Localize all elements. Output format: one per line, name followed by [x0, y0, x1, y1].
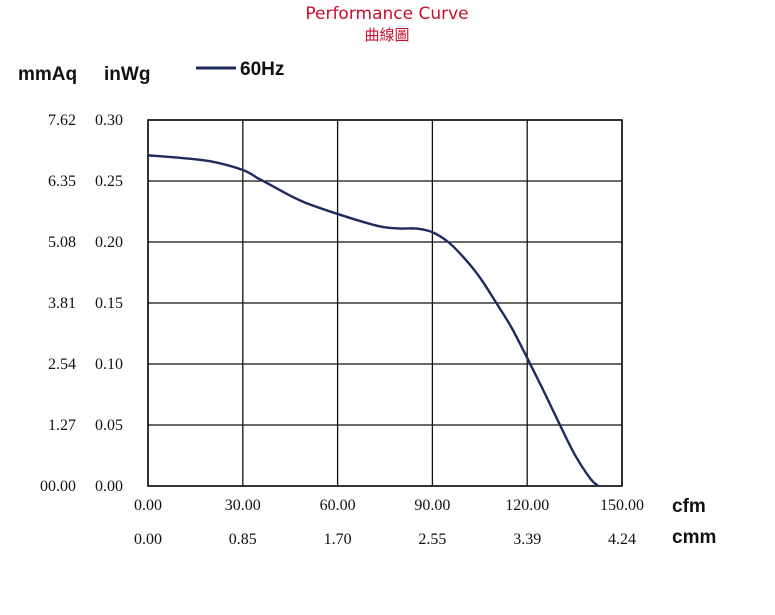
series-line-60hz [148, 155, 598, 486]
y-tick-label-inwg: 0.00 [95, 478, 123, 495]
y-tick-label-mmaq: 6.35 [48, 173, 76, 190]
y-tick-label-mmaq: 00.00 [40, 478, 76, 495]
chart-legend: 60Hz [196, 59, 284, 80]
x-tick-label-cfm: 150.00 [600, 497, 644, 514]
x-tick-label-cmm: 0.00 [134, 531, 162, 548]
x-tick-label-cfm: 0.00 [134, 497, 162, 514]
x-tick-label-cmm: 4.24 [608, 531, 636, 548]
y-unit-inwg: inWg [104, 64, 150, 85]
y-tick-label-inwg: 0.20 [95, 234, 123, 251]
y-tick-label-inwg: 0.10 [95, 356, 123, 373]
x-tick-label-cfm: 90.00 [414, 497, 450, 514]
legend-label-60hz: 60Hz [240, 59, 284, 80]
y-tick-label-mmaq: 2.54 [48, 356, 76, 373]
x-tick-label-cfm: 120.00 [505, 497, 549, 514]
y-axis-inwg-ticks: 0.30 0.25 0.20 0.15 0.10 0.05 0.00 [95, 112, 123, 495]
y-unit-mmaq: mmAq [18, 64, 77, 85]
x-axis-cmm-ticks: 0.00 0.85 1.70 2.55 3.39 4.24 [134, 531, 636, 548]
y-tick-label-mmaq: 5.08 [48, 234, 76, 251]
chart-title: Performance Curve [305, 4, 468, 24]
y-axis-mmaq-ticks: 7.62 6.35 5.08 3.81 2.54 1.27 00.00 [40, 112, 76, 495]
y-tick-label-inwg: 0.30 [95, 112, 123, 129]
chart-grid [148, 120, 622, 486]
x-unit-cmm: cmm [672, 527, 716, 548]
x-tick-label-cmm: 1.70 [324, 531, 352, 548]
y-tick-label-inwg: 0.15 [95, 295, 123, 312]
x-tick-label-cfm: 60.00 [320, 497, 356, 514]
x-unit-cfm: cfm [672, 496, 706, 517]
x-axis-cfm-ticks: 0.00 30.00 60.00 90.00 120.00 150.00 [134, 497, 644, 514]
y-tick-label-inwg: 0.05 [95, 417, 123, 434]
x-tick-label-cfm: 30.00 [225, 497, 261, 514]
y-tick-label-mmaq: 3.81 [48, 295, 76, 312]
x-tick-label-cmm: 0.85 [229, 531, 257, 548]
x-tick-label-cmm: 2.55 [418, 531, 446, 548]
chart-subtitle: 曲線圖 [364, 26, 409, 44]
y-tick-label-mmaq: 1.27 [48, 417, 76, 434]
y-tick-label-inwg: 0.25 [95, 173, 123, 190]
x-tick-label-cmm: 3.39 [513, 531, 541, 548]
series-layer [148, 155, 598, 486]
y-tick-label-mmaq: 7.62 [48, 112, 76, 129]
